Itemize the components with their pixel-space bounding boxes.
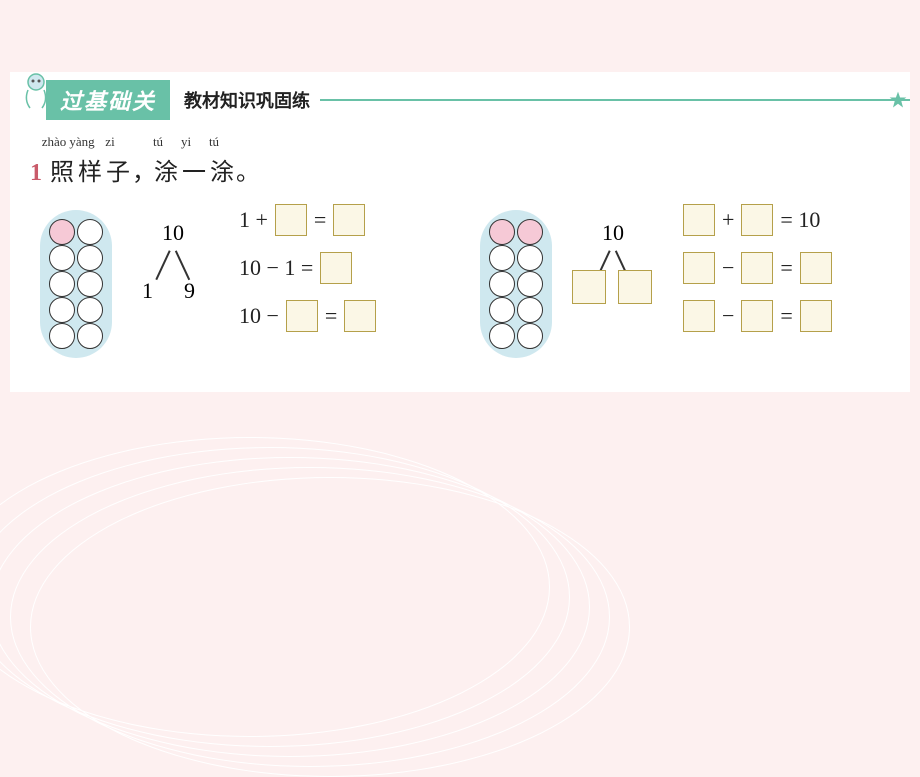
tenframe-cell	[517, 219, 543, 245]
tenframe-cell	[517, 245, 543, 271]
question-number: 1	[30, 160, 42, 186]
tenframe-cell	[489, 245, 515, 271]
tenframe-cell	[77, 323, 103, 349]
mascot-icon	[18, 70, 54, 110]
answer-box[interactable]	[683, 252, 715, 284]
equation-line: 1 + =	[235, 202, 379, 238]
section-badge: 过基础关	[46, 80, 170, 120]
tenframe-cell	[489, 297, 515, 323]
equation-line: − =	[680, 250, 835, 286]
tenframe-cell	[489, 219, 515, 245]
answer-box[interactable]	[800, 300, 832, 332]
equations-2: + = 10 − = − =	[680, 202, 835, 346]
answer-box[interactable]	[683, 300, 715, 332]
tenframe-cell	[77, 271, 103, 297]
equation-line: 10 − 1 =	[235, 250, 379, 286]
tenframe-cell	[77, 297, 103, 323]
answer-box[interactable]	[741, 252, 773, 284]
question-1: zhàoyàngzitúyitú 1照样子，涂一涂。	[30, 134, 256, 187]
tenframe-cell	[489, 323, 515, 349]
tenframe-cell	[517, 271, 543, 297]
tenframe-1	[40, 210, 112, 358]
tenframe-cell	[517, 323, 543, 349]
tenframe-cell	[49, 323, 75, 349]
tenframe-cell	[489, 271, 515, 297]
answer-box[interactable]	[800, 252, 832, 284]
answer-box[interactable]	[286, 300, 318, 332]
tenframe-cell	[49, 271, 75, 297]
tenframe-cell	[49, 219, 75, 245]
tenframe-cell	[77, 219, 103, 245]
number-bond-1: 10 1 9	[120, 220, 220, 310]
answer-box[interactable]	[275, 204, 307, 236]
star-icon	[888, 90, 908, 110]
answer-box[interactable]	[333, 204, 365, 236]
exercise-area: 10 1 9 1 + = 10 − 1 = 10 − = 10 + = 10 −…	[40, 210, 910, 390]
bond-left: 1	[142, 278, 153, 304]
answer-box[interactable]	[344, 300, 376, 332]
answer-box[interactable]	[741, 300, 773, 332]
tenframe-2	[480, 210, 552, 358]
bond-left-box[interactable]	[572, 270, 606, 304]
tenframe-cell	[49, 297, 75, 323]
tenframe-cell	[77, 245, 103, 271]
tenframe-cell	[49, 245, 75, 271]
question-text: 1照样子，涂一涂。	[30, 152, 256, 187]
bond-top: 10	[602, 220, 624, 246]
bond-top: 10	[162, 220, 184, 246]
bond-right-box[interactable]	[618, 270, 652, 304]
equation-line: − =	[680, 298, 835, 334]
answer-box[interactable]	[741, 204, 773, 236]
equation-line: + = 10	[680, 202, 835, 238]
equation-line: 10 − =	[235, 298, 379, 334]
section-header: 过基础关 教材知识巩固练	[10, 82, 910, 118]
tenframe-cell	[517, 297, 543, 323]
number-bond-2: 10	[560, 220, 660, 310]
answer-box[interactable]	[320, 252, 352, 284]
equations-1: 1 + = 10 − 1 = 10 − =	[235, 202, 379, 346]
header-rule	[320, 99, 910, 101]
section-subtitle: 教材知识巩固练	[184, 87, 310, 113]
question-pinyin: zhàoyàngzitúyitú	[40, 134, 256, 150]
bond-right: 9	[184, 278, 195, 304]
answer-box[interactable]	[683, 204, 715, 236]
